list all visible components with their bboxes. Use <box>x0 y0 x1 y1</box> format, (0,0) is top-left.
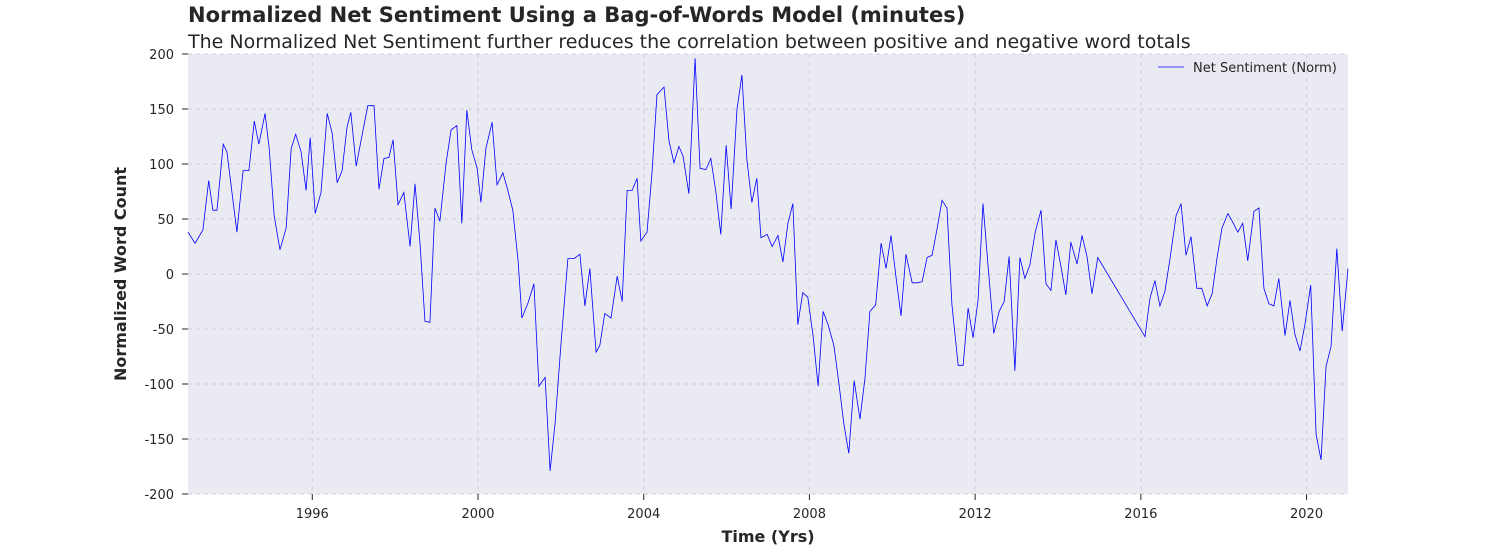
y-tick-label: 200 <box>149 48 174 63</box>
y-tick-label: -150 <box>144 433 174 448</box>
x-axis-label: Time (Yrs) <box>721 527 814 546</box>
legend-label: Net Sentiment (Norm) <box>1193 61 1337 76</box>
y-tick-label: 0 <box>166 268 174 283</box>
x-tick-label: 2004 <box>627 507 660 522</box>
y-tick-label: -200 <box>144 488 174 503</box>
x-tick-label: 2020 <box>1290 507 1323 522</box>
y-tick-label: -100 <box>144 378 174 393</box>
chart-title: Normalized Net Sentiment Using a Bag-of-… <box>188 3 965 27</box>
y-tick-label: 100 <box>149 158 174 173</box>
y-tick-label: 150 <box>149 103 174 118</box>
x-tick-label: 2012 <box>959 507 992 522</box>
y-axis-label: Normalized Word Count <box>111 167 130 381</box>
chart-subtitle: The Normalized Net Sentiment further red… <box>187 31 1191 53</box>
x-tick-label: 1996 <box>296 507 329 522</box>
series-line <box>187 58 1349 471</box>
y-tick-label: -50 <box>153 323 174 338</box>
x-tick-label: 2008 <box>793 507 826 522</box>
x-tick-label: 2000 <box>461 507 494 522</box>
x-tick-label: 2016 <box>1124 507 1157 522</box>
y-tick-label: 50 <box>157 213 174 228</box>
